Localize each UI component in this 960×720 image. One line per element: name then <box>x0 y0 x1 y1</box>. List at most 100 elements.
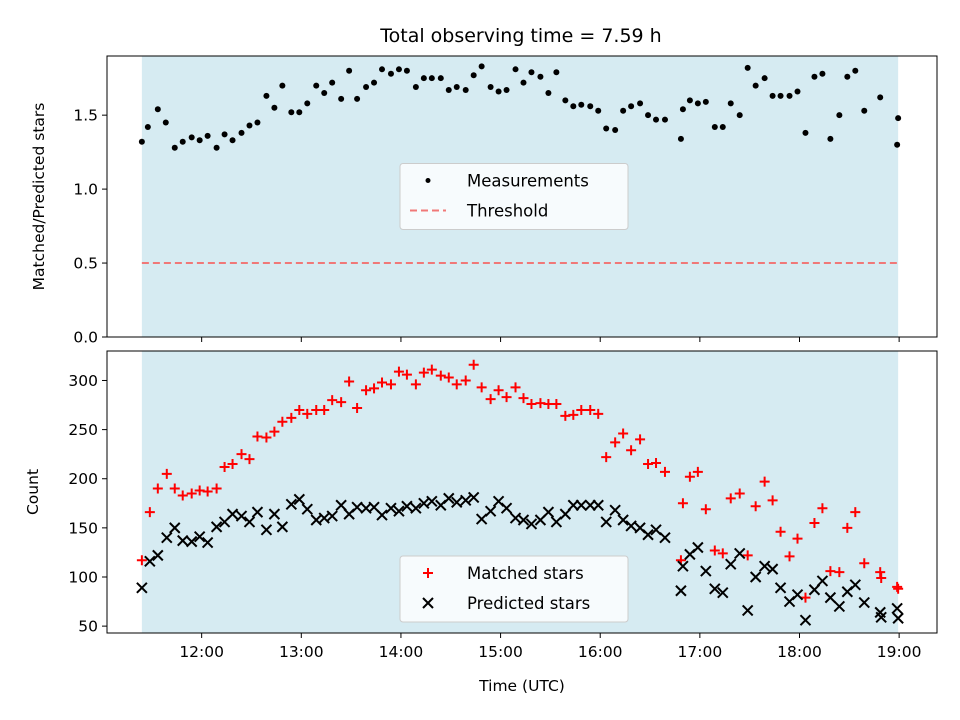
data-point <box>179 138 186 145</box>
data-point <box>635 434 646 445</box>
data-point <box>171 144 178 151</box>
data-point <box>252 431 263 442</box>
data-point <box>154 106 161 113</box>
data-point <box>235 510 248 522</box>
data-point <box>301 503 313 515</box>
data-point <box>559 508 572 520</box>
data-point <box>603 125 610 132</box>
data-point <box>338 95 345 102</box>
data-point <box>202 486 213 497</box>
data-point <box>244 454 255 465</box>
data-point <box>302 408 313 419</box>
x-tick-label: 12:00 <box>179 643 224 661</box>
data-point <box>628 103 635 110</box>
data-point <box>418 367 429 378</box>
data-point <box>487 84 494 91</box>
data-point <box>562 97 569 104</box>
data-point <box>744 64 751 71</box>
data-point <box>684 471 695 482</box>
data-point <box>593 408 604 419</box>
data-point <box>677 498 688 509</box>
data-point <box>238 129 245 136</box>
ratio-panel: 0.0 0.5 1.0 1.5 Matched/Predicted stars Measu… <box>30 55 938 347</box>
data-point <box>827 135 834 142</box>
y-tick-label: 1.5 <box>73 107 98 125</box>
data-point <box>617 514 629 526</box>
series-predicted-stars <box>136 491 904 626</box>
data-point <box>799 614 812 626</box>
data-point <box>354 95 361 102</box>
data-point <box>435 370 446 381</box>
data-point <box>493 385 504 396</box>
data-point <box>717 587 729 599</box>
data-point <box>326 510 338 522</box>
data-point <box>246 122 253 129</box>
legend-marker <box>425 178 431 183</box>
data-point <box>144 507 155 518</box>
legend-label: Predicted stars <box>467 594 590 613</box>
data-point <box>426 495 438 508</box>
data-point <box>858 596 870 609</box>
data-point <box>395 66 402 73</box>
data-point <box>570 103 577 110</box>
data-point <box>319 404 330 415</box>
data-point <box>478 63 485 70</box>
data-point <box>335 499 347 511</box>
data-point <box>503 87 510 94</box>
data-point <box>268 508 281 520</box>
data-point <box>784 551 795 562</box>
data-point <box>379 66 386 73</box>
data-point <box>833 600 846 613</box>
data-point <box>850 507 861 518</box>
data-point <box>742 550 753 561</box>
data-point <box>709 583 721 595</box>
data-point <box>169 522 181 534</box>
data-point <box>243 516 256 528</box>
data-point <box>211 483 222 494</box>
data-point <box>802 129 809 136</box>
data-point <box>811 73 818 80</box>
data-point <box>734 547 746 560</box>
data-point <box>517 514 530 526</box>
data-point <box>767 495 778 506</box>
data-point <box>528 69 535 76</box>
legend-label: Measurements <box>467 172 589 191</box>
data-point <box>520 79 527 86</box>
x-tick-label: 19:00 <box>877 643 922 661</box>
data-point <box>626 445 637 456</box>
data-point <box>152 549 164 562</box>
legend-marker <box>422 597 434 609</box>
data-point <box>893 583 904 594</box>
data-point <box>651 458 662 469</box>
data-point <box>892 612 904 624</box>
data-point <box>136 555 147 566</box>
x-tick-label: 13:00 <box>279 643 324 661</box>
y-tick-label: 0.5 <box>73 255 98 273</box>
data-point <box>352 402 363 413</box>
data-point <box>618 428 629 439</box>
data-point <box>610 437 621 448</box>
x-tick-label: 14:00 <box>379 643 424 661</box>
data-point <box>261 432 272 443</box>
data-point <box>852 67 859 74</box>
data-point <box>186 488 197 499</box>
legend-box <box>399 555 629 623</box>
data-point <box>819 70 826 77</box>
data-point <box>204 132 211 139</box>
data-point <box>445 87 452 94</box>
data-point <box>834 567 845 578</box>
data-point <box>377 377 388 388</box>
data-point <box>537 73 544 80</box>
data-point <box>495 88 502 95</box>
data-point <box>661 116 668 123</box>
data-point <box>219 461 230 472</box>
data-point <box>694 100 701 107</box>
data-point <box>453 84 460 91</box>
data-point <box>836 112 843 119</box>
data-point <box>877 94 884 101</box>
x-tick-label: 18:00 <box>777 643 822 661</box>
data-point <box>285 498 298 510</box>
data-point <box>769 92 776 99</box>
y-tick-label: 150 <box>68 519 98 537</box>
